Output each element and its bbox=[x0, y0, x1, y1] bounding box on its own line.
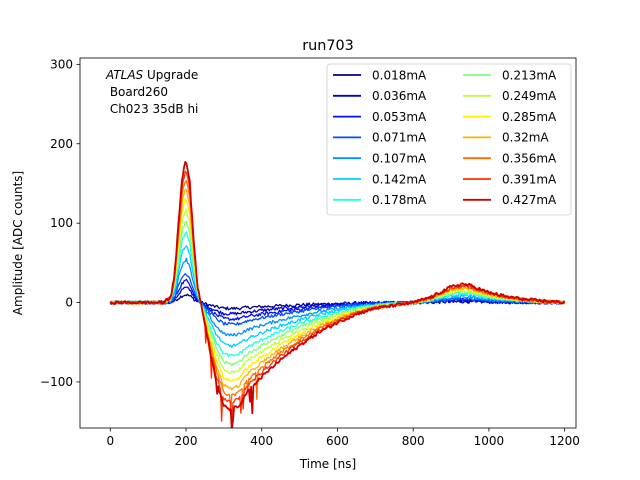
series-line bbox=[109, 208, 565, 374]
annotation-line-1: ATLAS Upgrade bbox=[105, 68, 198, 82]
legend-label: 0.018mA bbox=[372, 68, 427, 82]
annotation-atlas: ATLAS bbox=[105, 68, 144, 82]
series-line bbox=[109, 293, 565, 311]
legend-label: 0.391mA bbox=[502, 172, 557, 186]
atlas-annotation: ATLAS Upgrade Board260 Ch023 35dB hi bbox=[105, 68, 198, 116]
x-tick-label: 600 bbox=[326, 434, 349, 448]
annotation-line-2: Board260 bbox=[106, 85, 168, 99]
y-tick-label: 0 bbox=[65, 296, 73, 310]
plot-area bbox=[109, 160, 566, 428]
series-line bbox=[109, 160, 566, 428]
legend-label: 0.107mA bbox=[372, 152, 427, 166]
legend-label: 0.32mA bbox=[502, 131, 549, 145]
axis-ticks: 0 200 400 600 800 1000 1200 −100 0 100 200 300 bbox=[40, 57, 580, 448]
x-tick-label: 200 bbox=[175, 434, 198, 448]
legend-label: 0.053mA bbox=[372, 110, 427, 124]
legend-label: 0.071mA bbox=[372, 131, 427, 145]
legend-label: 0.178mA bbox=[372, 193, 427, 207]
x-tick-label: 400 bbox=[250, 434, 273, 448]
axes-frame bbox=[79, 57, 577, 429]
y-tick-label: 200 bbox=[50, 137, 73, 151]
legend-label: 0.249mA bbox=[502, 89, 557, 103]
series-line bbox=[109, 198, 566, 382]
annotation-upgrade: Upgrade bbox=[143, 68, 198, 82]
y-tick-label: 100 bbox=[50, 216, 73, 230]
legend-label: 0.356mA bbox=[502, 152, 557, 166]
legend-label: 0.036mA bbox=[372, 89, 427, 103]
x-tick-label: 800 bbox=[402, 434, 425, 448]
y-tick-label: −100 bbox=[40, 375, 73, 389]
legend: 0.018mA 0.036mA 0.053mA 0.071mA 0.107mA 0.142… bbox=[326, 63, 572, 216]
legend-label: 0.427mA bbox=[502, 193, 557, 207]
legend-box bbox=[326, 63, 572, 216]
series-line bbox=[109, 273, 565, 326]
y-axis-label: Amplitude [ADC counts] bbox=[11, 171, 25, 315]
x-tick-label: 1000 bbox=[474, 434, 505, 448]
annotation-line-3: Ch023 35dB hi bbox=[106, 102, 198, 116]
x-tick-label: 0 bbox=[106, 434, 114, 448]
legend-label: 0.142mA bbox=[372, 172, 427, 186]
x-axis-label: Time [ns] bbox=[299, 457, 356, 471]
x-tick-label: 1200 bbox=[549, 434, 580, 448]
y-tick-label: 300 bbox=[50, 57, 73, 71]
legend-label: 0.213mA bbox=[502, 68, 557, 82]
chart-title: run703 bbox=[302, 38, 354, 54]
legend-label: 0.285mA bbox=[502, 110, 557, 124]
